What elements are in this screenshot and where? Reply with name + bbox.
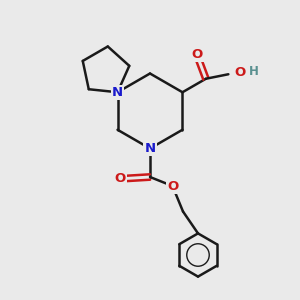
Text: N: N [144,142,156,155]
Text: H: H [249,65,259,78]
Text: O: O [234,66,245,79]
Text: O: O [191,48,202,61]
Text: O: O [114,172,126,185]
Text: O: O [167,179,178,193]
Text: N: N [112,86,123,99]
